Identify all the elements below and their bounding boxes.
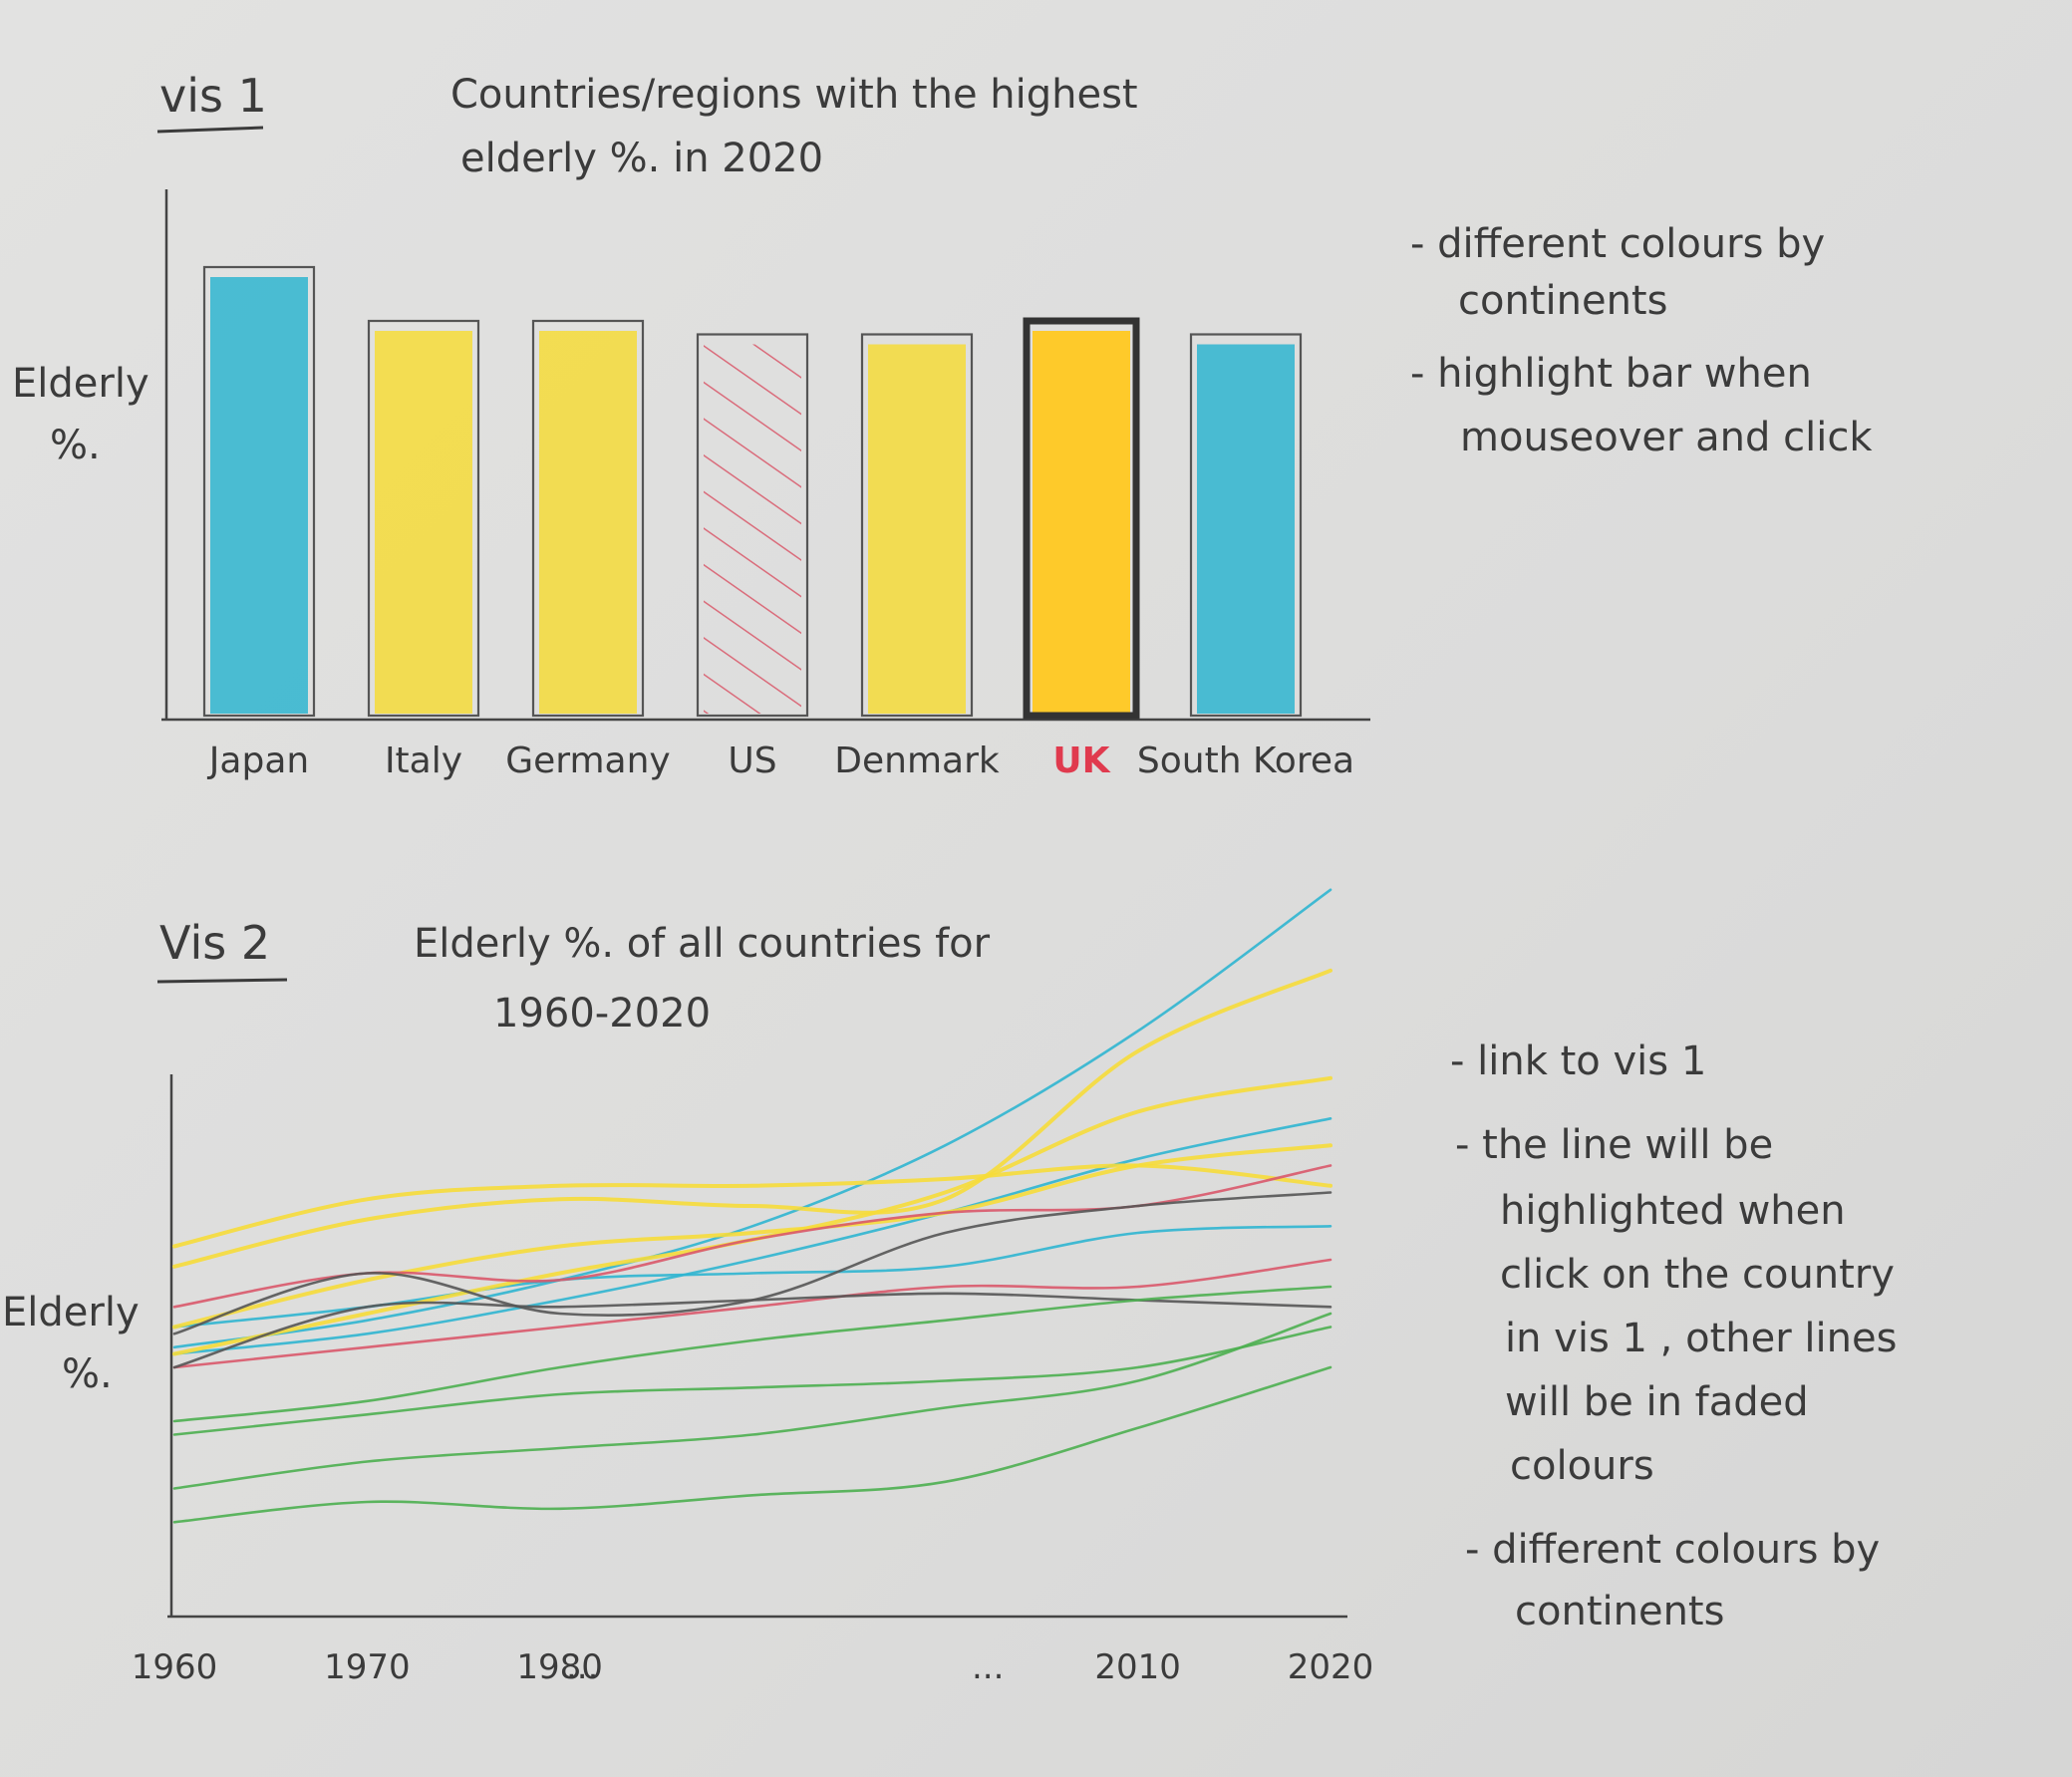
vis1-note2-line1: - highlight bar when [1410, 351, 1812, 397]
bar-outline [1189, 333, 1303, 718]
vis1-title-line1: Countries/regions with the highest [450, 72, 1138, 118]
vis2-note-line8: - different colours by [1465, 1527, 1880, 1573]
series-line-europe-6[interactable] [172, 1075, 1332, 1356]
bar-outline [1023, 317, 1140, 720]
bar-south-korea[interactable] [1189, 333, 1303, 718]
vis2-note-line7: colours [1510, 1443, 1654, 1489]
series-line-north_america-9[interactable] [172, 1258, 1332, 1369]
bar-uk[interactable] [1023, 317, 1140, 720]
bar-outline [696, 333, 809, 718]
series-line-europe-4[interactable] [172, 968, 1332, 1269]
series-line-asia-2[interactable] [172, 1117, 1332, 1355]
vis2-x-ellipsis-right: ... [972, 1647, 1004, 1687]
vis2-ylabel-line2: %. [62, 1351, 113, 1397]
bar-label-south-korea: South Korea [1137, 740, 1354, 781]
bar-outline [367, 319, 480, 718]
series-line-green-13[interactable] [172, 1326, 1332, 1436]
vis2-note-line2: - the line will be [1455, 1122, 1773, 1168]
vis1-ylabel-line2: %. [50, 423, 101, 468]
vis2-x-tick-labels: 1960 1970 1980 2010 2020 [132, 1647, 1374, 1687]
vis2-notes: - link to vis 1 - the line will be highl… [1450, 1038, 1897, 1634]
vis2-note-line5: in vis 1 , other lines [1505, 1316, 1897, 1361]
x-tick-label-1980: 1980 [516, 1647, 603, 1687]
vis2-ylabel-line1: Elderly [2, 1290, 140, 1335]
x-tick-label-2020: 2020 [1288, 1647, 1374, 1687]
vis1-axes [161, 189, 1370, 722]
vis2-header: Vis 2 Elderly %. of all countries for 19… [156, 916, 991, 1037]
bar-label-uk: UK [1052, 740, 1110, 781]
vis1-tag: vis 1 [159, 69, 267, 123]
bar-outline [531, 319, 645, 718]
vis2-x-ellipsis-left: ... [566, 1647, 598, 1687]
vis2-title-line1: Elderly %. of all countries for [414, 921, 991, 967]
x-tick-label-2010: 2010 [1094, 1647, 1181, 1687]
bar-germany[interactable] [531, 319, 645, 718]
bar-label-japan: Japan [207, 740, 309, 781]
bar-outline [860, 333, 974, 718]
vis2-axes [167, 1074, 1347, 1619]
vis2-note-line6: will be in faded [1505, 1379, 1809, 1425]
vis2-tag-underline [156, 978, 288, 984]
x-tick-label-1960: 1960 [132, 1647, 218, 1687]
bar-fill [704, 344, 801, 714]
x-tick-label-1970: 1970 [324, 1647, 411, 1687]
bar-us[interactable] [696, 333, 809, 718]
bar-fill [375, 331, 472, 714]
series-line-europe-7[interactable] [172, 1143, 1332, 1330]
vis1-y-axis-label: Elderly %. [12, 361, 149, 468]
vis2-note-line1: - link to vis 1 [1450, 1038, 1706, 1084]
series-line-green-14[interactable] [172, 1312, 1332, 1490]
series-line-green-15[interactable] [172, 1365, 1332, 1524]
vis2-y-axis-label: Elderly %. [2, 1290, 140, 1397]
vis1-bar-chart [202, 265, 1303, 720]
bar-outline [202, 265, 316, 718]
bar-label-denmark: Denmark [834, 740, 1000, 781]
bar-fill [1197, 344, 1295, 714]
series-line-asia-1[interactable] [172, 888, 1332, 1349]
vis1-note2-line2: mouseover and click [1460, 415, 1873, 460]
vis2-note-line3: highlighted when [1500, 1188, 1846, 1234]
bar-japan[interactable] [202, 265, 316, 718]
vis2-note-line4: click on the country [1500, 1252, 1895, 1298]
vis2-tag: Vis 2 [159, 916, 270, 970]
bar-fill [210, 277, 308, 714]
vis1-ylabel-line1: Elderly [12, 361, 149, 407]
vis1-tag-underline [156, 126, 264, 134]
vis1-note1-line2: continents [1458, 278, 1667, 324]
vis2-line-chart [172, 888, 1332, 1524]
bar-denmark[interactable] [860, 333, 974, 718]
bar-fill [868, 344, 966, 714]
vis1-title-line2: elderly %. in 2020 [460, 136, 823, 181]
series-line-green-12[interactable] [172, 1285, 1332, 1423]
bar-label-germany: Germany [505, 740, 670, 781]
vis1-notes: - different colours by continents - high… [1410, 221, 1873, 460]
vis2-note-line9: continents [1515, 1589, 1724, 1634]
bar-fill [1033, 331, 1130, 714]
bar-italy[interactable] [367, 319, 480, 718]
bar-label-italy: Italy [385, 740, 462, 781]
series-line-gray-11[interactable] [172, 1292, 1332, 1369]
bar-label-us: US [728, 740, 776, 781]
series-line-gray-10[interactable] [172, 1191, 1332, 1335]
vis1-note1-line1: - different colours by [1410, 221, 1825, 267]
vis1-category-labels: Japan Italy Germany US Denmark UK South Korea [207, 740, 1354, 781]
bar-fill [539, 331, 637, 714]
vis1-header: vis 1 Countries/regions with the highest… [156, 69, 1138, 181]
vis2-title-line2: 1960-2020 [493, 991, 711, 1037]
